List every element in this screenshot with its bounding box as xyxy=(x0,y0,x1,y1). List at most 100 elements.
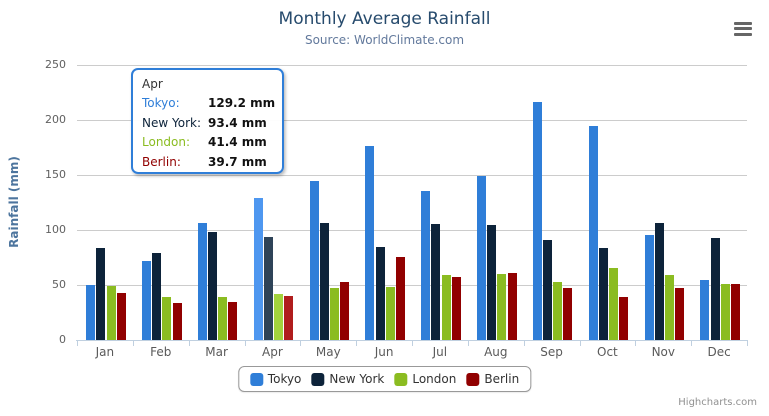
column-berlin-oct[interactable] xyxy=(619,296,629,340)
column-tokyo-sep[interactable] xyxy=(532,101,542,340)
y-axis-label-200: 200 xyxy=(45,113,66,126)
gridline-250 xyxy=(77,65,747,66)
column-tokyo-dec[interactable] xyxy=(700,280,710,340)
y-axis-label-100: 100 xyxy=(45,223,66,236)
x-axis-tick xyxy=(579,341,581,346)
gridline-200 xyxy=(77,120,747,121)
x-axis-label-jul: Jul xyxy=(432,345,448,359)
column-london-jan[interactable] xyxy=(106,286,116,340)
legend-swatch-icon xyxy=(394,372,408,386)
tooltip-series-label: Tokyo: xyxy=(142,96,180,110)
x-axis-tick xyxy=(300,341,302,346)
x-axis-tick xyxy=(188,341,190,346)
column-berlin-sep[interactable] xyxy=(563,287,573,340)
legend-item-berlin[interactable]: Berlin xyxy=(466,372,519,386)
column-berlin-dec[interactable] xyxy=(730,283,740,340)
column-london-nov[interactable] xyxy=(664,274,674,340)
x-axis-tick xyxy=(467,341,469,346)
column-berlin-mar[interactable] xyxy=(228,302,238,340)
column-tokyo-feb[interactable] xyxy=(142,261,151,340)
tooltip-rows: Tokyo: 129.2 mm New York: 93.4 mm London: 41.… xyxy=(142,95,276,170)
tooltip-series-label: Berlin: xyxy=(142,154,181,169)
column-london-jun[interactable] xyxy=(385,286,395,340)
column-berlin-jun[interactable] xyxy=(395,256,405,340)
column-new-york-oct[interactable] xyxy=(598,248,608,340)
legend-label: New York xyxy=(329,372,385,386)
column-tokyo-aug[interactable] xyxy=(477,176,486,340)
legend-swatch-icon xyxy=(311,372,325,386)
column-new-york-aug[interactable] xyxy=(487,225,497,340)
tooltip-series-label: New York: xyxy=(142,115,201,130)
x-axis-label-jun: Jun xyxy=(374,345,394,359)
legend-label: Berlin xyxy=(484,372,520,386)
column-new-york-dec[interactable] xyxy=(710,238,720,340)
tooltip-series-value: 129.2 mm xyxy=(208,96,276,110)
legend-swatch-icon xyxy=(466,372,480,386)
x-axis-label-nov: Nov xyxy=(651,345,675,359)
column-new-york-nov[interactable] xyxy=(654,222,664,340)
y-axis-label-0: 0 xyxy=(59,333,66,346)
x-axis-tick xyxy=(523,341,525,346)
column-new-york-mar[interactable] xyxy=(208,231,217,340)
column-london-oct[interactable] xyxy=(609,268,618,340)
column-london-jul[interactable] xyxy=(441,275,451,340)
column-tokyo-nov[interactable] xyxy=(644,234,654,340)
tooltip-series-label: London: xyxy=(142,135,191,149)
column-london-aug[interactable] xyxy=(497,274,507,340)
x-axis-label-oct: Oct xyxy=(597,345,618,359)
column-tokyo-mar[interactable] xyxy=(197,222,207,340)
x-axis-tick xyxy=(412,341,413,346)
legend: Tokyo New York London Berlin xyxy=(237,366,532,392)
column-tokyo-oct[interactable] xyxy=(588,126,598,340)
column-london-dec[interactable] xyxy=(720,283,730,340)
column-london-feb[interactable] xyxy=(162,297,172,340)
column-new-york-feb[interactable] xyxy=(152,253,162,340)
gridline-100 xyxy=(77,230,747,231)
x-axis-label-jan: Jan xyxy=(95,345,115,359)
column-new-york-jan[interactable] xyxy=(96,247,106,340)
x-axis-label-feb: Feb xyxy=(150,345,172,359)
legend-item-tokyo[interactable]: Tokyo xyxy=(249,372,302,386)
x-axis-tick xyxy=(132,341,134,346)
column-berlin-apr[interactable] xyxy=(284,296,294,340)
x-axis-label-aug: Aug xyxy=(484,345,508,359)
column-berlin-feb[interactable] xyxy=(172,303,182,340)
legend-label: Tokyo xyxy=(267,372,302,386)
x-axis-tick xyxy=(77,341,78,346)
column-new-york-sep[interactable] xyxy=(543,239,552,340)
column-new-york-jul[interactable] xyxy=(431,224,441,340)
column-london-mar[interactable] xyxy=(218,296,228,340)
hamburger-icon xyxy=(734,21,752,36)
column-new-york-apr[interactable] xyxy=(263,237,273,340)
gridline-150 xyxy=(77,175,747,176)
y-axis-label-150: 150 xyxy=(45,168,66,181)
column-tokyo-may[interactable] xyxy=(309,181,319,340)
column-berlin-nov[interactable] xyxy=(675,288,685,340)
column-london-may[interactable] xyxy=(329,288,339,340)
column-london-apr[interactable] xyxy=(274,294,283,340)
column-tokyo-jul[interactable] xyxy=(421,190,431,340)
column-berlin-jul[interactable] xyxy=(451,276,461,340)
legend-item-new-york[interactable]: New York xyxy=(311,372,384,386)
credits-link[interactable]: Highcharts.com xyxy=(678,397,757,408)
column-new-york-may[interactable] xyxy=(319,223,329,340)
tooltip-category: Apr xyxy=(142,77,163,91)
export-menu-button[interactable] xyxy=(730,18,756,42)
legend-swatch-icon xyxy=(249,372,263,386)
x-axis-tick xyxy=(356,341,358,346)
column-berlin-jan[interactable] xyxy=(116,293,126,340)
column-berlin-aug[interactable] xyxy=(507,273,517,340)
column-tokyo-jan[interactable] xyxy=(86,285,96,340)
tooltip: Apr Tokyo: 129.2 mm New York: 93.4 mm London… xyxy=(131,68,284,174)
column-london-sep[interactable] xyxy=(553,282,563,340)
x-axis-tick xyxy=(635,341,637,346)
tooltip-series-value: 41.4 mm xyxy=(208,135,267,149)
x-axis-tick xyxy=(747,341,748,346)
legend-item-london[interactable]: London xyxy=(394,372,456,386)
column-new-york-jun[interactable] xyxy=(375,246,385,340)
column-tokyo-jun[interactable] xyxy=(365,146,375,340)
column-berlin-may[interactable] xyxy=(340,282,350,340)
column-tokyo-apr[interactable] xyxy=(253,197,263,340)
chart-title: Monthly Average Rainfall xyxy=(278,9,491,29)
